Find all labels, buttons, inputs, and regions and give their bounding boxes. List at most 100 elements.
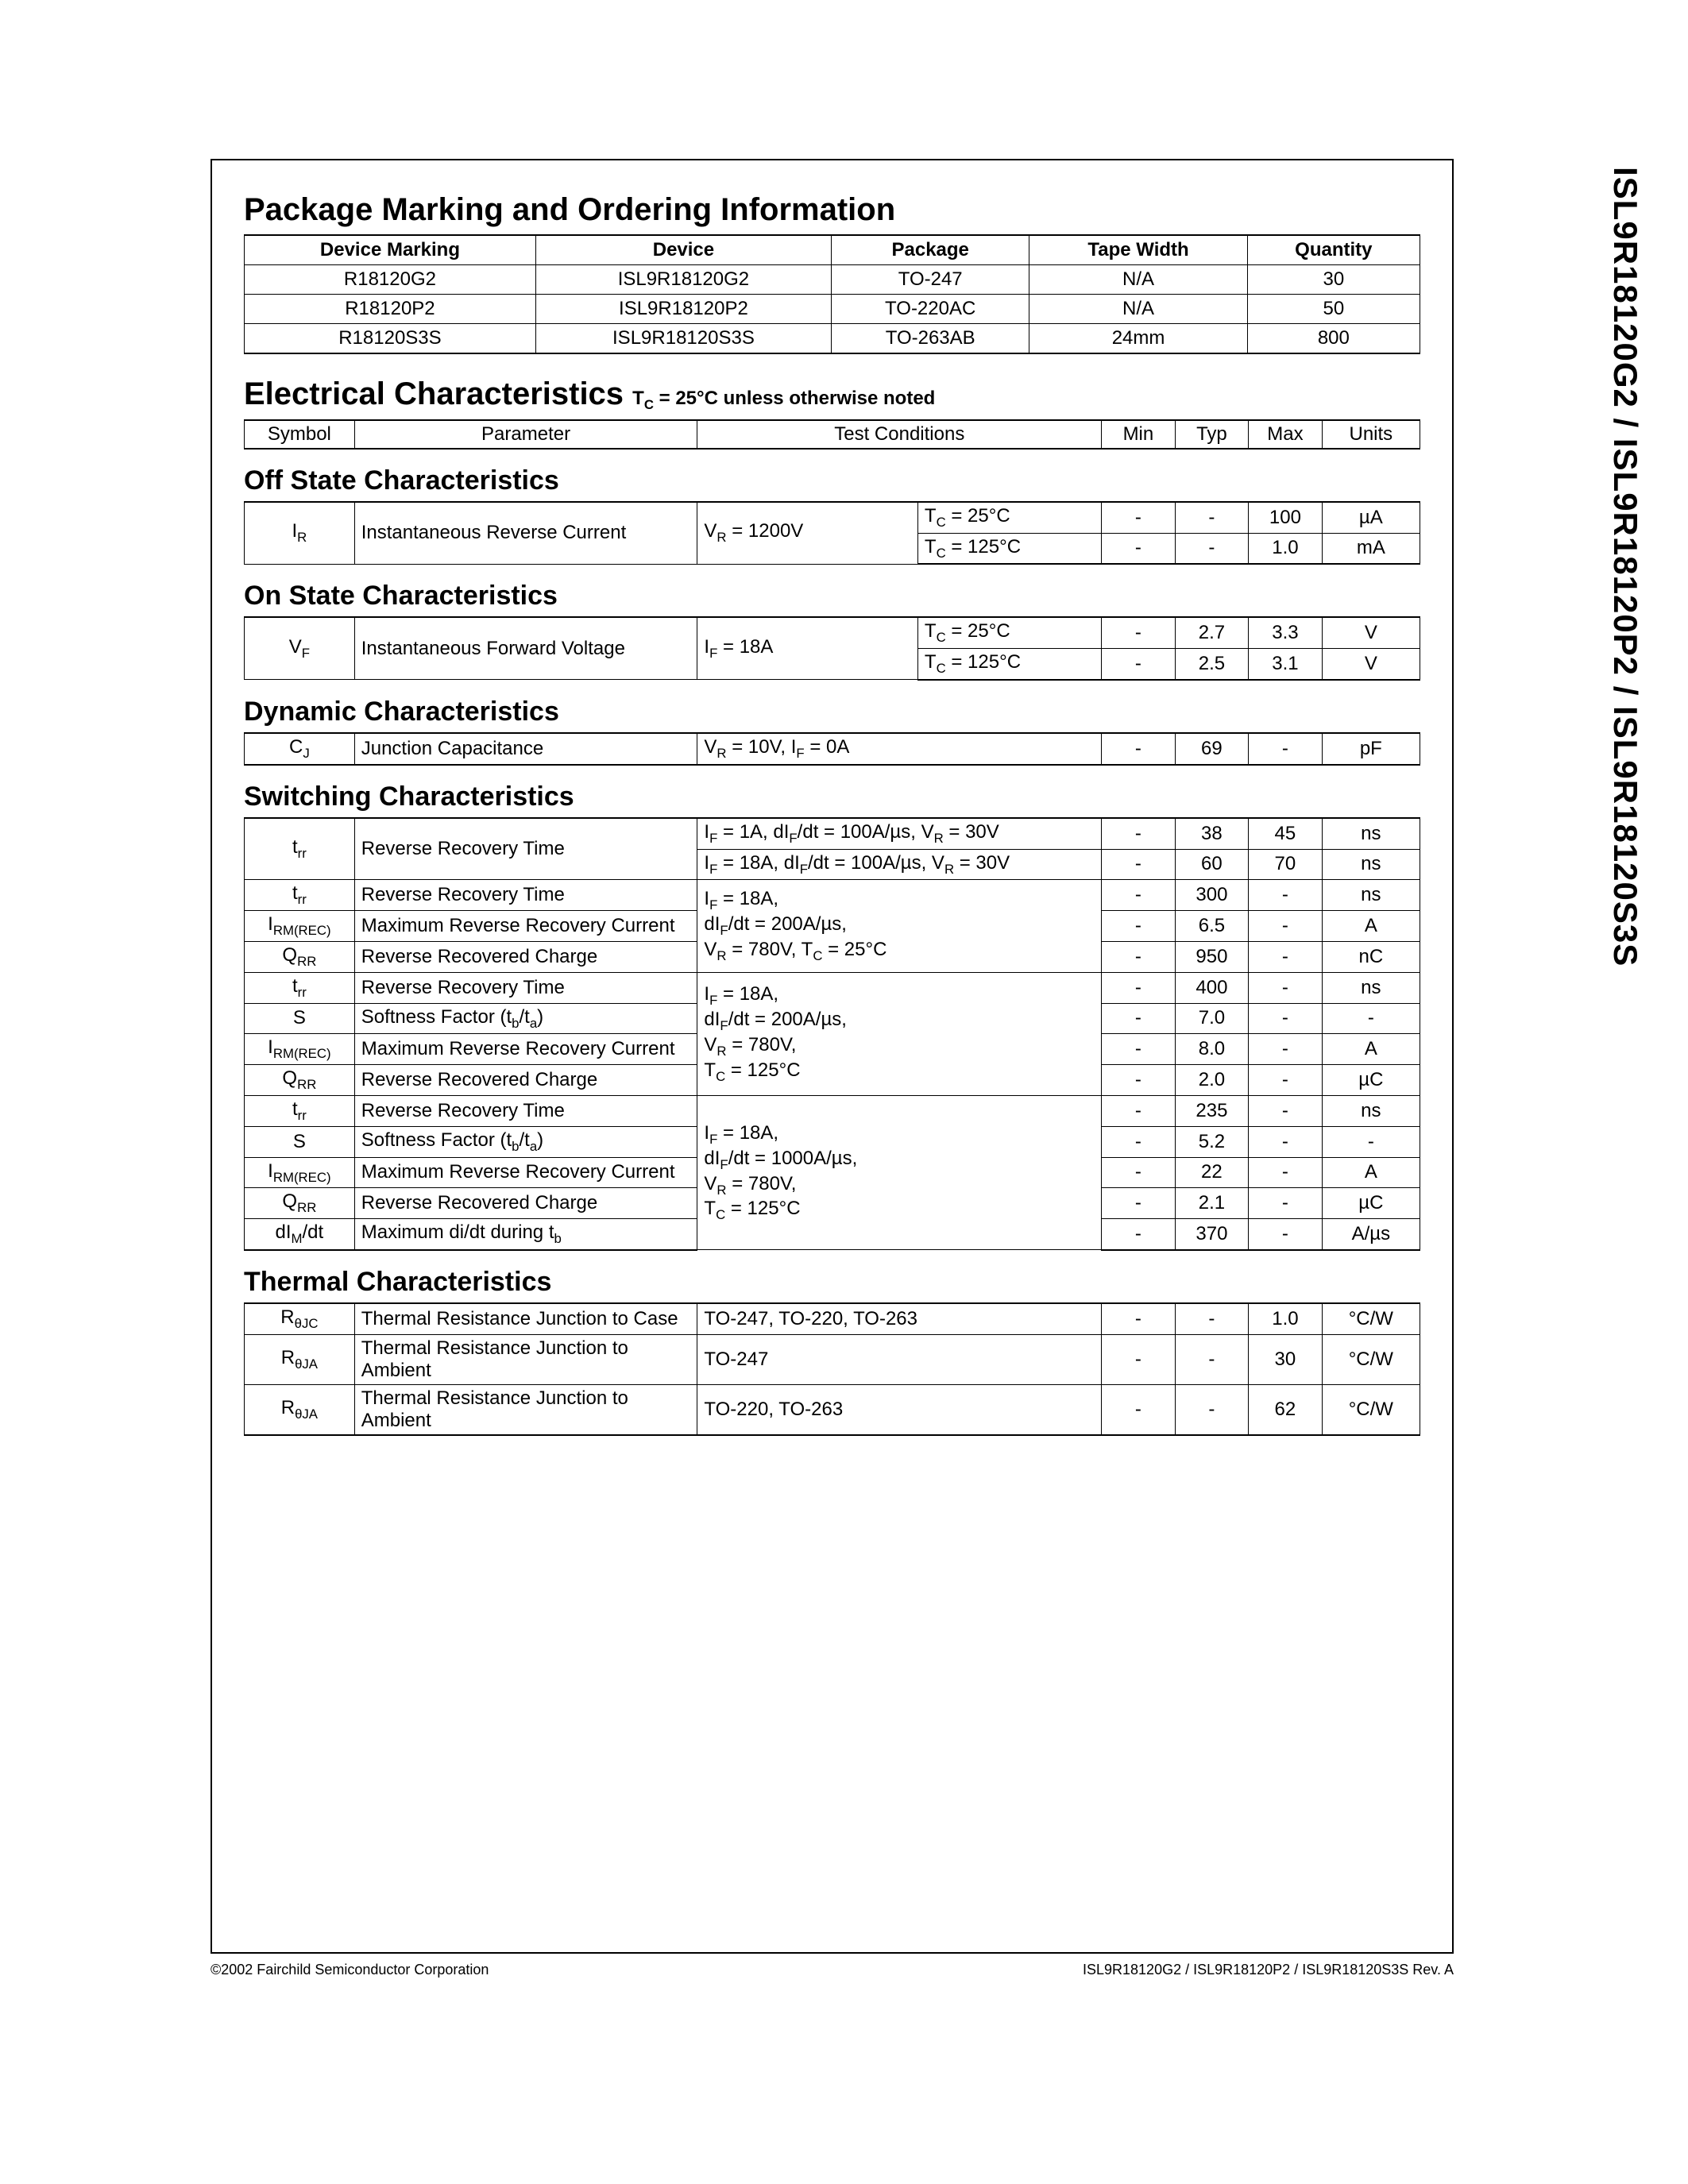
cell: Junction Capacitance — [354, 733, 697, 765]
pkg-cell: 50 — [1247, 295, 1420, 324]
cell: 38 — [1175, 818, 1249, 849]
cell: 8.0 — [1175, 1034, 1249, 1065]
onstate-title: On State Characteristics — [244, 581, 1420, 612]
cell: V — [1322, 649, 1420, 680]
cell: - — [1249, 1126, 1323, 1157]
elec-title-text: Electrical Characteristics — [244, 376, 624, 411]
table-row: RθJAThermal Resistance Junction to Ambie… — [245, 1334, 1420, 1384]
pkg-cell: TO-220AC — [831, 295, 1029, 324]
cell: 7.0 — [1175, 1003, 1249, 1034]
cell: Thermal Resistance Junction to Ambient — [354, 1384, 697, 1435]
elec-note: TC = 25°C unless otherwise noted — [632, 388, 935, 409]
cell: IF = 18A, dIF/dt = 100A/µs, VR = 30V — [697, 849, 1102, 880]
cell: ns — [1322, 818, 1420, 849]
pkg-h0: Device Marking — [245, 235, 536, 265]
eh-sym: Symbol — [245, 420, 355, 449]
cell: Maximum Reverse Recovery Current — [354, 911, 697, 942]
cell: TO-220, TO-263 — [697, 1384, 1102, 1435]
cell: 235 — [1175, 1095, 1249, 1126]
cell: Reverse Recovered Charge — [354, 941, 697, 972]
table-row: trrReverse Recovery TimeIF = 1A, dIF/dt … — [245, 818, 1420, 849]
cell: TC = 125°C — [917, 533, 1101, 564]
pkg-h1: Device — [535, 235, 831, 265]
cell: nC — [1322, 941, 1420, 972]
cell: - — [1249, 1188, 1323, 1219]
table-row: trrReverse Recovery TimeIF = 18A,dIF/dt … — [245, 880, 1420, 911]
pkg-cell: 800 — [1247, 324, 1420, 354]
cell: IF = 18A — [697, 617, 918, 680]
cell: - — [1102, 818, 1176, 849]
cell: 2.1 — [1175, 1188, 1249, 1219]
cell: °C/W — [1322, 1384, 1420, 1435]
pkg-row: R18120P2ISL9R18120P2TO-220ACN/A50 — [245, 295, 1420, 324]
switching-table: trrReverse Recovery TimeIF = 1A, dIF/dt … — [244, 817, 1420, 1251]
eh-max: Max — [1249, 420, 1323, 449]
cell: ns — [1322, 1095, 1420, 1126]
cell: - — [1102, 1157, 1176, 1188]
cell: °C/W — [1322, 1334, 1420, 1384]
pkg-table: Device Marking Device Package Tape Width… — [244, 234, 1420, 354]
table-row: CJJunction CapacitanceVR = 10V, IF = 0A-… — [245, 733, 1420, 765]
cell: 950 — [1175, 941, 1249, 972]
cell: VR = 1200V — [697, 502, 918, 565]
cell: pF — [1322, 733, 1420, 765]
pkg-cell: ISL9R18120P2 — [535, 295, 831, 324]
cell: ns — [1322, 849, 1420, 880]
cell: trr — [245, 1095, 355, 1126]
cell: IRM(REC) — [245, 1034, 355, 1065]
cell: V — [1322, 617, 1420, 648]
dynamic-title: Dynamic Characteristics — [244, 696, 1420, 727]
cell: - — [1102, 880, 1176, 911]
cell: - — [1102, 533, 1176, 564]
cell: TC = 25°C — [917, 617, 1101, 648]
cell: - — [1175, 533, 1249, 564]
cell: Instantaneous Reverse Current — [354, 502, 697, 565]
pkg-h4: Quantity — [1247, 235, 1420, 265]
cell: IF = 18A,dIF/dt = 200A/µs,VR = 780V,TC =… — [697, 972, 1102, 1095]
eh-typ: Typ — [1175, 420, 1249, 449]
thermal-table: RθJCThermal Resistance Junction to CaseT… — [244, 1302, 1420, 1436]
cell: A — [1322, 911, 1420, 942]
cell: CJ — [245, 733, 355, 765]
cell: Instantaneous Forward Voltage — [354, 617, 697, 680]
cell: A/µs — [1322, 1219, 1420, 1250]
cell: - — [1102, 911, 1176, 942]
cell: 300 — [1175, 880, 1249, 911]
cell: TC = 25°C — [917, 502, 1101, 533]
cell: - — [1249, 1003, 1323, 1034]
pkg-cell: 24mm — [1029, 324, 1247, 354]
cell: - — [1249, 1157, 1323, 1188]
cell: - — [1102, 972, 1176, 1003]
cell: IF = 18A,dIF/dt = 1000A/µs,VR = 780V,TC … — [697, 1095, 1102, 1249]
cell: ns — [1322, 972, 1420, 1003]
cell: - — [1175, 1384, 1249, 1435]
cell: TO-247, TO-220, TO-263 — [697, 1303, 1102, 1334]
cell: - — [1102, 1384, 1176, 1435]
cell: - — [1102, 941, 1176, 972]
cell: - — [1102, 1188, 1176, 1219]
cell: Reverse Recovery Time — [354, 972, 697, 1003]
cell: Reverse Recovery Time — [354, 880, 697, 911]
pkg-title: Package Marking and Ordering Information — [244, 192, 1420, 228]
cell: - — [1249, 1034, 1323, 1065]
cell: µC — [1322, 1188, 1420, 1219]
eh-units: Units — [1322, 420, 1420, 449]
eh-param: Parameter — [354, 420, 697, 449]
cell: RθJA — [245, 1334, 355, 1384]
cell: Maximum di/dt during tb — [354, 1219, 697, 1250]
cell: QRR — [245, 1188, 355, 1219]
cell: - — [1175, 502, 1249, 533]
cell: IRM(REC) — [245, 911, 355, 942]
cell: - — [1249, 941, 1323, 972]
cell: RθJA — [245, 1384, 355, 1435]
cell: °C/W — [1322, 1303, 1420, 1334]
cell: Thermal Resistance Junction to Case — [354, 1303, 697, 1334]
cell: Thermal Resistance Junction to Ambient — [354, 1334, 697, 1384]
pkg-h3: Tape Width — [1029, 235, 1247, 265]
cell: - — [1102, 1126, 1176, 1157]
cell: - — [1102, 649, 1176, 680]
cell: 400 — [1175, 972, 1249, 1003]
pkg-cell: R18120G2 — [245, 265, 536, 295]
pkg-row: R18120S3SISL9R18120S3STO-263AB24mm800 — [245, 324, 1420, 354]
thermal-title: Thermal Characteristics — [244, 1267, 1420, 1298]
